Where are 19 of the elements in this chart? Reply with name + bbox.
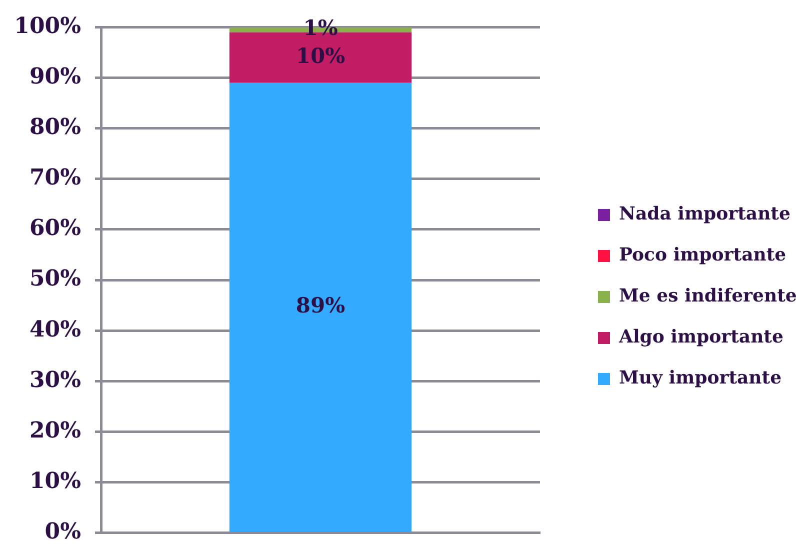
y-tick-label: 40%	[29, 316, 82, 342]
y-tick-label: 50%	[29, 266, 82, 292]
legend-label: Poco importante	[619, 244, 786, 266]
y-tick-label: 60%	[29, 215, 82, 242]
data-label: 10%	[296, 42, 346, 68]
legend-label: Nada importante	[619, 204, 790, 225]
y-tick-label: 20%	[29, 417, 82, 444]
y-tick-label: 90%	[29, 63, 82, 90]
legend-label: Muy importante	[619, 368, 782, 389]
data-label: 89%	[296, 292, 346, 318]
y-tick-label: 80%	[29, 114, 82, 140]
y-tick-label: 10%	[29, 468, 82, 494]
y-tick-label: 70%	[29, 164, 82, 191]
y-tick-label: 100%	[14, 12, 82, 39]
legend-label: Algo importante	[618, 326, 784, 348]
bar	[229, 82, 412, 532]
legend-label: Me es indiferente	[619, 286, 796, 307]
y-tick-label: 0%	[44, 518, 82, 545]
y-tick-label: 30%	[29, 366, 82, 393]
